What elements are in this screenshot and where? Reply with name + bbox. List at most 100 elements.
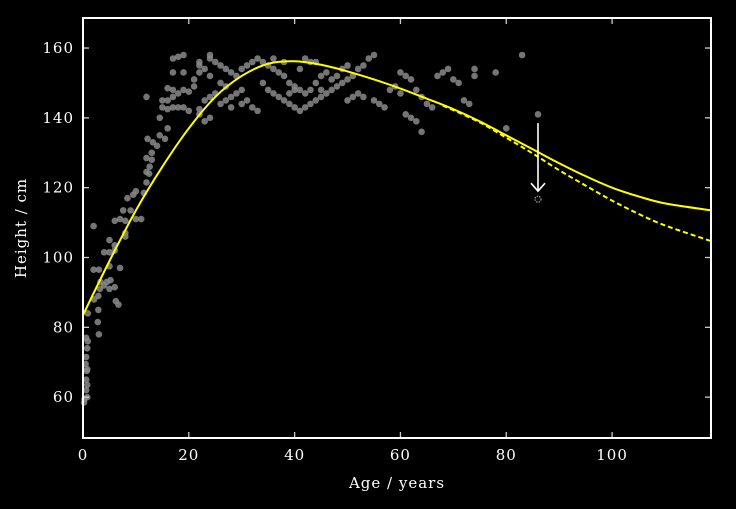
data-point: [174, 90, 182, 97]
data-point: [206, 51, 214, 59]
data-point: [116, 215, 124, 223]
data-point: [95, 266, 103, 274]
data-point: [169, 55, 177, 62]
x-tick-labels: 0 20 40 60 80 100: [78, 446, 628, 464]
data-point: [84, 310, 92, 317]
data-point: [333, 72, 341, 80]
data-point: [450, 76, 457, 83]
data-point: [349, 93, 357, 101]
data-point: [233, 90, 240, 97]
data-point: [259, 79, 267, 87]
data-point: [95, 292, 102, 300]
data-point: [307, 86, 314, 94]
data-point: [434, 72, 441, 80]
data-point: [518, 51, 526, 59]
data-point: [83, 365, 91, 373]
data-point: [132, 215, 140, 223]
data-point: [174, 53, 182, 61]
data-point: [148, 156, 156, 164]
x-tick-label: 100: [596, 446, 628, 464]
data-point: [365, 55, 372, 62]
data-point: [127, 207, 134, 214]
data-point: [402, 111, 410, 118]
data-point: [124, 194, 131, 202]
data-point: [465, 100, 473, 108]
data-point: [375, 100, 383, 108]
data-point: [291, 86, 298, 94]
data-point: [280, 97, 288, 104]
data-point: [502, 125, 510, 132]
data-point: [312, 97, 320, 104]
data-point: [370, 97, 378, 104]
data-point: [280, 72, 288, 80]
data-point: [423, 100, 431, 108]
data-point: [270, 90, 277, 97]
data-point: [354, 65, 362, 73]
data-point: [354, 90, 362, 97]
data-point: [206, 72, 214, 80]
data-point: [116, 264, 124, 272]
annotations: [530, 123, 546, 203]
data-point: [196, 58, 203, 66]
data-point: [418, 128, 425, 136]
arrow-head-icon: [530, 182, 546, 193]
data-point: [275, 93, 283, 101]
data-point: [144, 135, 151, 143]
data-point: [169, 104, 177, 111]
data-point: [338, 79, 346, 87]
data-point: [286, 79, 293, 87]
data-point: [455, 79, 462, 87]
data-point: [90, 266, 97, 274]
data-point: [254, 55, 261, 62]
y-tick-labels: 60 80 100 120 140 160: [42, 39, 74, 406]
data-point: [323, 69, 330, 76]
data-point: [111, 217, 119, 225]
x-tick-label: 60: [390, 446, 411, 464]
x-tick-label: 0: [78, 446, 89, 464]
data-point: [148, 149, 156, 157]
data-point: [185, 88, 193, 95]
data-point: [370, 51, 378, 59]
data-point: [107, 276, 114, 284]
data-point: [180, 86, 187, 94]
data-point: [301, 55, 309, 62]
data-point: [83, 381, 91, 389]
data-point: [360, 62, 367, 69]
data-point: [413, 118, 420, 125]
y-tick-label: 120: [42, 179, 74, 197]
data-point: [227, 93, 235, 101]
data-point: [164, 97, 171, 104]
data-point: [196, 105, 203, 113]
data-point: [132, 187, 140, 195]
plot-frame: [82, 17, 712, 439]
data-point: [180, 69, 187, 76]
data-point: [534, 111, 542, 118]
data-point: [317, 86, 325, 94]
data-point: [115, 301, 122, 308]
data-point: [217, 79, 224, 87]
data-point: [106, 248, 113, 256]
data-point: [196, 69, 203, 76]
data-point: [286, 90, 293, 97]
data-point: [169, 86, 177, 94]
fit-line-solid: [83, 60, 711, 316]
fit-lines: [83, 60, 711, 316]
data-point: [344, 76, 351, 83]
data-point: [407, 76, 415, 83]
data-point: [344, 97, 351, 104]
data-point: [206, 93, 214, 101]
data-point: [254, 107, 261, 115]
data-point: [444, 65, 452, 73]
data-point: [159, 97, 166, 104]
x-axis-label: Age / years: [348, 474, 445, 492]
data-point: [149, 138, 157, 146]
data-point: [238, 100, 246, 108]
data-point: [413, 86, 420, 94]
data-point: [201, 97, 208, 104]
data-point: [206, 114, 214, 122]
data-point: [492, 69, 499, 76]
data-point: [146, 163, 153, 171]
data-point: [243, 97, 251, 104]
data-point: [111, 283, 119, 291]
data-point: [137, 215, 145, 223]
